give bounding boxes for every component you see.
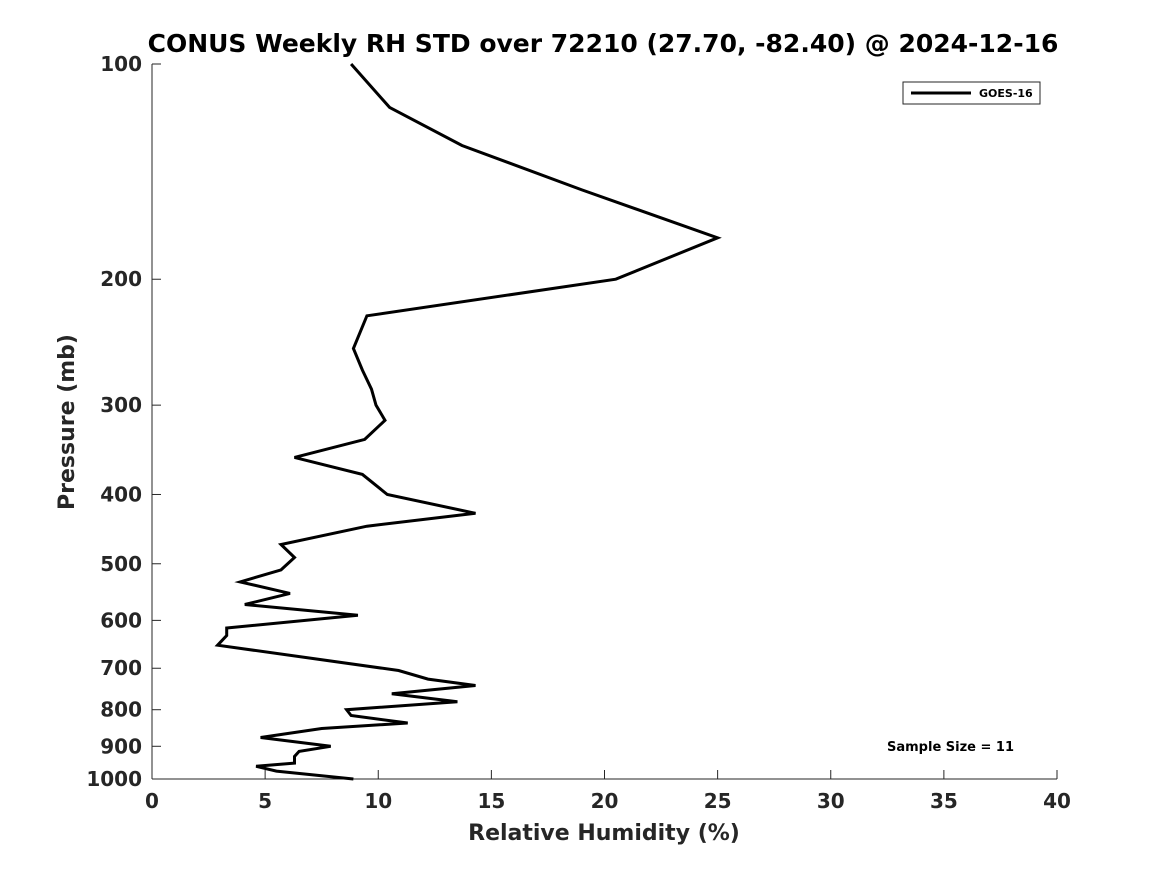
y-axis-ticks: 100 200 300 400 500 600 700 800 900 1000	[86, 52, 161, 791]
y-tick-label: 700	[100, 656, 142, 680]
y-tick-label: 200	[100, 267, 142, 291]
sample-size-annotation: Sample Size = 11	[887, 740, 1014, 755]
chart-title: CONUS Weekly RH STD over 72210 (27.70, -…	[148, 29, 1059, 58]
legend-label: GOES-16	[979, 87, 1033, 100]
y-tick-label: 1000	[86, 767, 142, 791]
x-tick-label: 35	[930, 789, 958, 813]
y-tick-label: 900	[100, 734, 142, 758]
y-tick-label: 100	[100, 52, 142, 76]
y-tick-label: 400	[100, 482, 142, 506]
x-axis-ticks: 0 5 10 15 20 25 30 35 40	[145, 770, 1071, 813]
legend-box	[902, 81, 1041, 105]
y-axis-label: Pressure (mb)	[55, 334, 80, 510]
x-axis-label: Relative Humidity (%)	[468, 821, 740, 846]
x-tick-label: 0	[145, 789, 159, 813]
x-tick-label: 10	[364, 789, 392, 813]
x-tick-label: 20	[591, 789, 619, 813]
y-tick-label: 300	[100, 393, 142, 417]
x-tick-label: 40	[1043, 789, 1071, 813]
y-tick-label: 800	[100, 698, 142, 722]
series-line-goes-16	[214, 63, 722, 781]
legend: GOES-16	[902, 81, 1041, 105]
x-tick-label: 15	[477, 789, 505, 813]
y-tick-label: 500	[100, 552, 142, 576]
y-tick-label: 600	[100, 608, 142, 632]
x-tick-label: 5	[258, 789, 272, 813]
x-tick-label: 25	[704, 789, 732, 813]
x-tick-label: 30	[817, 789, 845, 813]
